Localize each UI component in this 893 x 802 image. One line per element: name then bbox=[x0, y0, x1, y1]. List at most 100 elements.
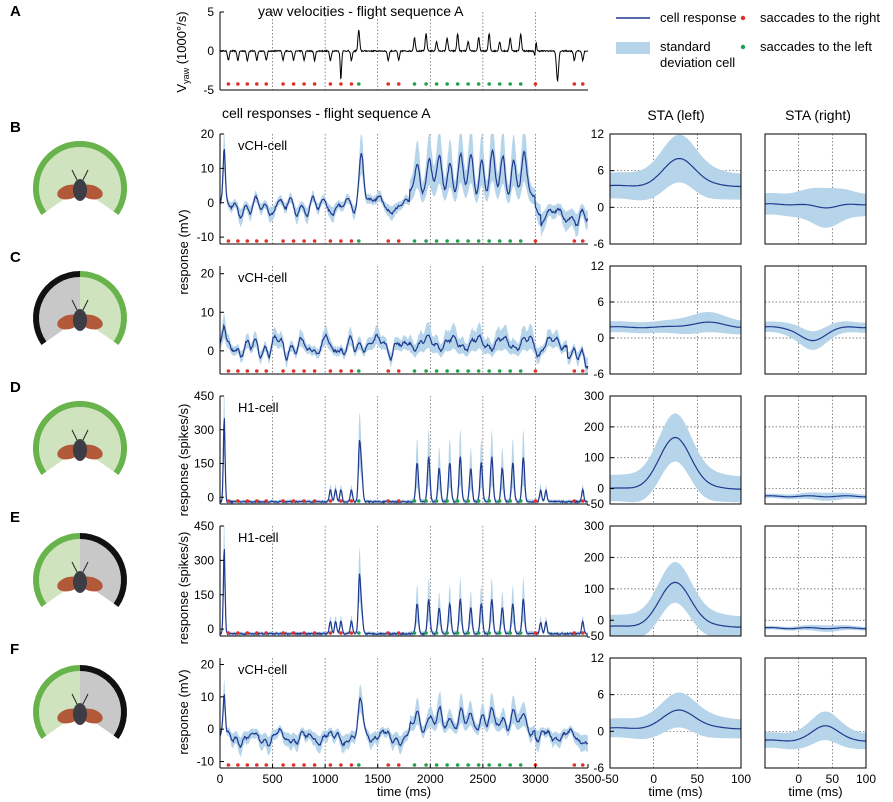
saccade-left-F-0 bbox=[356, 763, 361, 767]
ylabel-A: Vyaw (1000°/s) bbox=[174, 11, 191, 92]
saccade-right-E-12 bbox=[386, 631, 391, 635]
sta-left-F-sd-band bbox=[610, 692, 741, 739]
fly-icon-F-ring-1 bbox=[79, 665, 127, 739]
ticklabel-E-y-3: 450 bbox=[194, 519, 214, 533]
saccade-left-F-8 bbox=[487, 763, 491, 767]
saccade-right-B-7 bbox=[302, 239, 306, 243]
saccade-right-E-15 bbox=[572, 631, 577, 635]
saccade-left-C-2 bbox=[424, 369, 428, 373]
saccade-right-E-2 bbox=[245, 631, 250, 635]
saccade-left-D-9 bbox=[497, 499, 502, 503]
saccade-right-E-9 bbox=[328, 631, 333, 635]
fly-icon-B-antenna-l bbox=[71, 169, 78, 181]
legend-right-label: saccades to the right bbox=[760, 10, 880, 25]
ticklabel-B-y-3: 20 bbox=[201, 127, 215, 141]
panel-letter-B: B bbox=[10, 119, 21, 136]
saccade-right-B-10 bbox=[339, 239, 343, 243]
sta-right-F-sd-band bbox=[765, 711, 866, 750]
saccade-left-C-7 bbox=[476, 369, 481, 373]
fly-icon-D-antenna-l bbox=[71, 429, 78, 441]
saccade-right-D-14 bbox=[533, 499, 538, 503]
saccade-right-B-13 bbox=[396, 239, 401, 243]
saccade-right-C-10 bbox=[339, 369, 343, 373]
saccade-left-B-8 bbox=[487, 239, 491, 243]
ylabel-BC: response (mV) bbox=[176, 209, 191, 294]
ticklabel-sta-F-y-3: 12 bbox=[591, 651, 605, 665]
saccade-right-C-14 bbox=[533, 369, 538, 373]
saccade-right-D-15 bbox=[572, 499, 577, 503]
ticklabel-F-y-1: 0 bbox=[207, 722, 214, 736]
ticklabel-E-y-0: 0 bbox=[207, 622, 214, 636]
saccade-right-A-15 bbox=[572, 82, 577, 86]
saccade-right-D-6 bbox=[291, 499, 296, 503]
saccade-right-F-8 bbox=[312, 763, 317, 767]
saccade-left-E-8 bbox=[487, 631, 491, 635]
saccade-left-B-3 bbox=[434, 239, 439, 243]
sta-right-C-response-line bbox=[765, 326, 866, 342]
fly-icon-E-field-0 bbox=[38, 539, 80, 604]
saccade-left-B-9 bbox=[497, 239, 502, 243]
saccade-right-D-8 bbox=[312, 499, 317, 503]
fly-icon-B-ring-0 bbox=[33, 141, 127, 215]
saccade-left-D-7 bbox=[476, 499, 481, 503]
saccade-right-A-9 bbox=[328, 82, 333, 86]
trace-C-response-line bbox=[219, 323, 589, 370]
saccade-left-A-2 bbox=[424, 82, 428, 86]
saccade-right-E-8 bbox=[312, 631, 317, 635]
saccade-right-B-15 bbox=[572, 239, 577, 243]
saccade-right-C-16 bbox=[580, 369, 585, 373]
ticklabel-F-x-1: 500 bbox=[263, 772, 283, 786]
fly-icon-D-antenna-r bbox=[82, 429, 89, 441]
fly-icon-E-field-1 bbox=[80, 539, 122, 604]
saccade-right-F-13 bbox=[396, 763, 401, 767]
legend-band-label-2: deviation cell bbox=[660, 55, 735, 70]
saccade-left-B-10 bbox=[508, 239, 512, 243]
saccade-right-E-6 bbox=[291, 631, 296, 635]
ylabel-D: response (spikes/s) bbox=[176, 404, 191, 517]
saccade-right-F-7 bbox=[302, 763, 306, 767]
ticklabel-F-x-2: 1000 bbox=[312, 772, 339, 786]
saccade-left-A-4 bbox=[445, 82, 449, 86]
ticklabel-E-y-1: 150 bbox=[194, 588, 214, 602]
saccade-right-E-0 bbox=[226, 631, 231, 635]
ticklabel-C-y-2: 20 bbox=[201, 267, 215, 281]
fly-icon-F-field-0 bbox=[38, 671, 80, 736]
saccade-right-F-12 bbox=[386, 763, 391, 767]
saccade-right-F-0 bbox=[226, 763, 231, 767]
legend-line-label: cell response bbox=[660, 10, 737, 25]
saccade-left-C-4 bbox=[445, 369, 449, 373]
saccade-left-B-7 bbox=[476, 239, 481, 243]
saccade-right-E-10 bbox=[339, 631, 343, 635]
saccade-left-A-8 bbox=[487, 82, 491, 86]
saccade-right-B-14 bbox=[533, 239, 538, 243]
ticklabel-C-y-1: 10 bbox=[201, 305, 215, 319]
saccade-right-F-1 bbox=[236, 763, 240, 767]
panel-letter-C: C bbox=[10, 249, 21, 266]
saccade-left-D-11 bbox=[518, 499, 523, 503]
sta-left-D-response-line bbox=[609, 436, 741, 490]
saccade-right-B-3 bbox=[254, 239, 259, 243]
sta-right-C-sd-band bbox=[765, 321, 866, 350]
saccade-right-D-0 bbox=[226, 499, 231, 503]
saccade-left-D-8 bbox=[487, 499, 491, 503]
saccade-left-F-3 bbox=[434, 763, 439, 767]
ticklabel-sta-D-y-4: 300 bbox=[584, 389, 604, 403]
legend-band-label-1: standard bbox=[660, 39, 711, 54]
ticklabel-sta-C-y-0: -6 bbox=[593, 367, 604, 381]
saccade-left-B-4 bbox=[445, 239, 449, 243]
saccade-left-A-11 bbox=[518, 82, 523, 86]
saccade-right-A-4 bbox=[264, 82, 269, 86]
saccade-right-C-9 bbox=[328, 369, 333, 373]
saccade-left-D-2 bbox=[424, 499, 428, 503]
sta-right-E-frame bbox=[764, 525, 867, 637]
sta-right-E-response-line bbox=[764, 626, 866, 630]
saccade-right-E-11 bbox=[349, 631, 354, 635]
saccade-right-E-3 bbox=[254, 631, 259, 635]
xlabel-main: time (ms) bbox=[377, 784, 431, 799]
ticklabel-sta-C-y-3: 12 bbox=[591, 259, 605, 273]
sta-right-title: STA (right) bbox=[785, 107, 851, 123]
saccade-left-E-9 bbox=[497, 631, 502, 635]
sta-left-E-response-line bbox=[609, 581, 741, 628]
saccade-left-F-7 bbox=[476, 763, 481, 767]
saccade-right-C-11 bbox=[349, 369, 354, 373]
